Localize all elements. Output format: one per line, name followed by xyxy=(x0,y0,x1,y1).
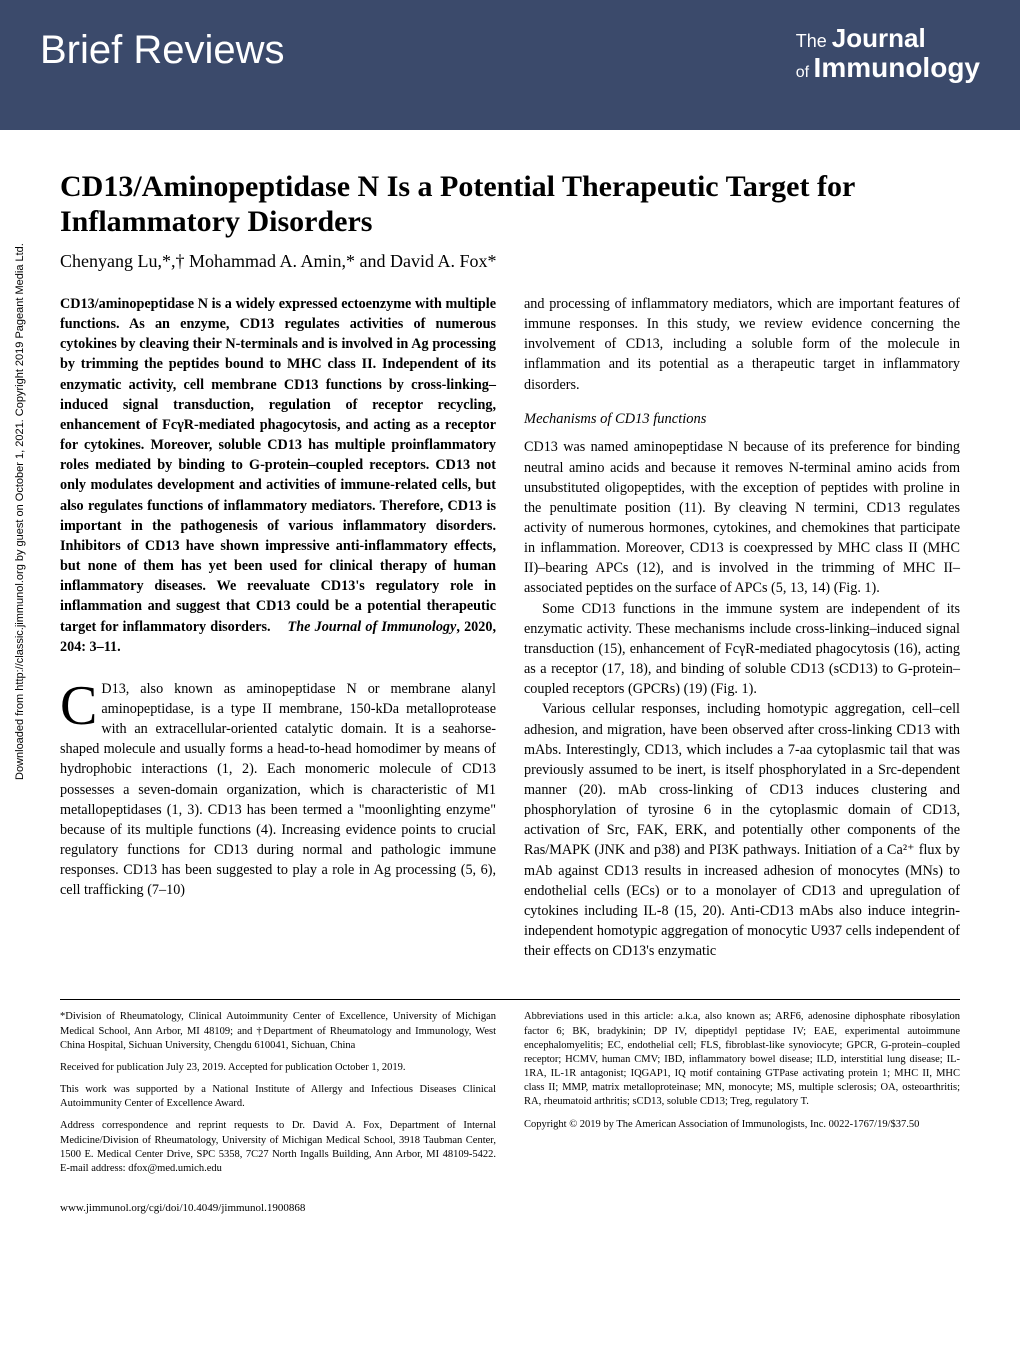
journal-logo: The Journal of Immunology xyxy=(796,0,980,83)
footer-right: Abbreviations used in this article: a.k.… xyxy=(524,1010,960,1184)
citation-journal: The Journal of Immunology xyxy=(288,619,457,635)
affiliation-text: *Division of Rheumatology, Clinical Auto… xyxy=(60,1010,496,1053)
download-attribution: Downloaded from http://classic.jimmunol.… xyxy=(14,243,26,780)
journal-line2-main: Immunology xyxy=(814,52,980,83)
intro-paragraph: CD13, also known as aminopeptidase N or … xyxy=(60,679,496,901)
article-title: CD13/Aminopeptidase N Is a Potential The… xyxy=(60,170,960,239)
correspondence-text: Address correspondence and reprint reque… xyxy=(60,1119,496,1176)
section-label: Brief Reviews xyxy=(40,0,285,73)
abstract-text: CD13/aminopeptidase N is a widely expres… xyxy=(60,294,496,657)
two-column-layout: CD13/aminopeptidase N is a widely expres… xyxy=(60,294,960,961)
journal-line1-pre: The xyxy=(796,31,827,51)
right-column: and processing of inflammatory mediators… xyxy=(524,294,960,961)
left-column: CD13/aminopeptidase N is a widely expres… xyxy=(60,294,496,961)
funding-text: This work was supported by a National In… xyxy=(60,1083,496,1111)
dropcap-letter: C xyxy=(60,679,101,731)
footer: *Division of Rheumatology, Clinical Auto… xyxy=(0,1000,1020,1202)
article-authors: Chenyang Lu,*,† Mohammad A. Amin,* and D… xyxy=(60,251,960,272)
journal-banner: Brief Reviews The Journal of Immunology xyxy=(0,0,1020,130)
col2-para3: Various cellular responses, including ho… xyxy=(524,699,960,961)
footer-left: *Division of Rheumatology, Clinical Auto… xyxy=(60,1010,496,1184)
col2-lead: and processing of inflammatory mediators… xyxy=(524,294,960,395)
article-content: CD13/Aminopeptidase N Is a Potential The… xyxy=(0,130,1020,981)
abbreviations-text: Abbreviations used in this article: a.k.… xyxy=(524,1010,960,1109)
col2-para2: Some CD13 functions in the immune system… xyxy=(524,599,960,700)
journal-line2-pre: of xyxy=(796,64,809,81)
section-heading-mechanisms: Mechanisms of CD13 functions xyxy=(524,409,960,430)
abstract-body: CD13/aminopeptidase N is a widely expres… xyxy=(60,296,496,635)
received-text: Received for publication July 23, 2019. … xyxy=(60,1061,496,1075)
copyright-text: Copyright © 2019 by The American Associa… xyxy=(524,1118,960,1132)
col2-para1: CD13 was named aminopeptidase N because … xyxy=(524,437,960,598)
doi-line: www.jimmunol.org/cgi/doi/10.4049/jimmuno… xyxy=(0,1202,1020,1234)
intro-text: D13, also known as aminopeptidase N or m… xyxy=(60,681,496,899)
journal-line1-main: Journal xyxy=(832,23,926,53)
